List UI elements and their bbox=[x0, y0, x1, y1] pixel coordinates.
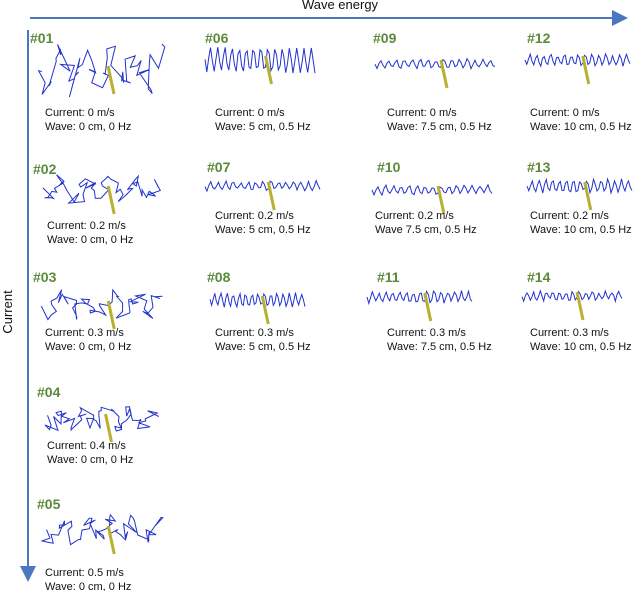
wave-label: Wave: 10 cm, 0.5 Hz bbox=[530, 224, 632, 236]
wave-label: Wave: 0 cm, 0 Hz bbox=[45, 581, 131, 591]
panel-id: #07 bbox=[207, 159, 231, 175]
wave-label: Wave: 7.5 cm, 0.5 Hz bbox=[387, 341, 492, 353]
current-label: Current: 0.3 m/s bbox=[387, 327, 466, 339]
float-stick bbox=[583, 181, 593, 211]
wave-label: Wave: 0 cm, 0 Hz bbox=[45, 341, 131, 353]
float-stick bbox=[106, 65, 116, 95]
current-label: Current: 0.2 m/s bbox=[375, 210, 454, 222]
trajectory bbox=[209, 291, 306, 309]
float-stick bbox=[436, 185, 446, 215]
panel-id: #11 bbox=[377, 269, 400, 285]
float-stick bbox=[264, 55, 273, 85]
panel-id: #13 bbox=[527, 159, 551, 175]
current-label: Current: 0.2 m/s bbox=[530, 210, 609, 222]
panel-id: #10 bbox=[377, 159, 401, 175]
trajectory bbox=[40, 513, 164, 546]
float-stick bbox=[423, 292, 433, 322]
trajectory bbox=[371, 183, 493, 197]
current-label: Current: 0.5 m/s bbox=[45, 567, 124, 579]
trajectory bbox=[40, 288, 163, 321]
float-stick bbox=[260, 295, 270, 325]
panel-id: #09 bbox=[373, 30, 397, 46]
current-label: Current: 0.3 m/s bbox=[45, 327, 124, 339]
current-label: Current: 0 m/s bbox=[45, 107, 115, 119]
float-stick bbox=[575, 291, 585, 321]
wave-label: Wave: 0 cm, 0 Hz bbox=[45, 121, 131, 133]
wave-label: Wave: 10 cm, 0.5 Hz bbox=[530, 121, 632, 133]
current-label: Current: 0.4 m/s bbox=[47, 440, 126, 452]
panel-id: #06 bbox=[205, 30, 229, 46]
float-stick bbox=[266, 181, 276, 211]
y-axis-label: Current bbox=[0, 290, 15, 334]
trajectory bbox=[44, 406, 160, 432]
panel-id: #14 bbox=[527, 269, 551, 285]
wave-label: Wave: 5 cm, 0.5 Hz bbox=[215, 121, 311, 133]
float-stick bbox=[106, 185, 116, 215]
trajectory bbox=[524, 52, 631, 68]
trajectory bbox=[526, 177, 633, 195]
wave-label: Wave: 0 cm, 0 Hz bbox=[47, 234, 133, 246]
float-stick bbox=[439, 59, 449, 89]
trajectory bbox=[42, 174, 162, 204]
trajectory bbox=[204, 179, 321, 193]
current-label: Current: 0.2 m/s bbox=[47, 220, 126, 232]
trajectory bbox=[366, 289, 473, 306]
wave-label: Wave: 7.5 cm, 0.5 Hz bbox=[387, 121, 492, 133]
panel-id: #03 bbox=[33, 269, 57, 285]
panel-id: #05 bbox=[37, 496, 61, 512]
panel-id: #01 bbox=[30, 30, 54, 46]
current-label: Current: 0 m/s bbox=[530, 107, 600, 119]
wave-label: Wave: 5 cm, 0.5 Hz bbox=[215, 224, 311, 236]
wave-label: Wave: 10 cm, 0.5 Hz bbox=[530, 341, 632, 353]
wave-label: Wave: 5 cm, 0.5 Hz bbox=[215, 341, 311, 353]
current-label: Current: 0.3 m/s bbox=[215, 327, 294, 339]
current-label: Current: 0.2 m/s bbox=[215, 210, 294, 222]
current-label: Current: 0 m/s bbox=[387, 107, 457, 119]
x-axis-label: Wave energy bbox=[302, 0, 379, 12]
panel-id: #04 bbox=[37, 384, 61, 400]
trajectory bbox=[204, 47, 316, 74]
current-label: Current: 0 m/s bbox=[215, 107, 285, 119]
panel-id: #02 bbox=[33, 161, 57, 177]
float-stick bbox=[104, 413, 113, 443]
float-stick bbox=[106, 525, 116, 555]
wave-label: Wave: 0 cm, 0 Hz bbox=[47, 454, 133, 466]
panel-id: #08 bbox=[207, 269, 231, 285]
float-stick bbox=[106, 300, 116, 330]
trajectory bbox=[521, 289, 623, 304]
float-stick bbox=[581, 55, 591, 85]
trajectory bbox=[37, 43, 166, 98]
current-label: Current: 0.3 m/s bbox=[530, 327, 609, 339]
wave-label: Wave 7.5 cm, 0.5 Hz bbox=[375, 224, 477, 236]
trajectory bbox=[374, 57, 496, 71]
panel-id: #12 bbox=[527, 30, 551, 46]
